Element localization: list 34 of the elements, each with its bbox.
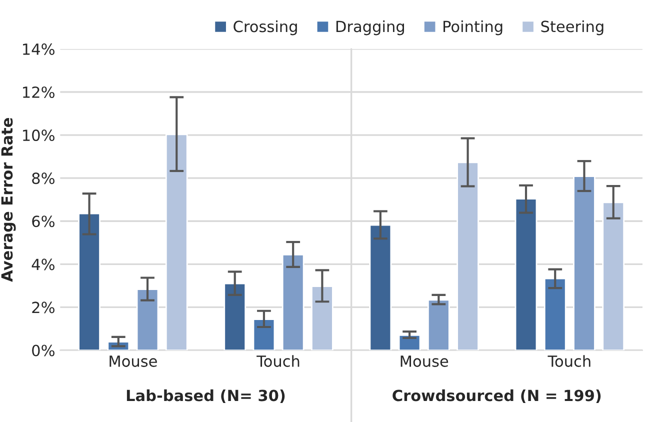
y-tick-label: 12%	[23, 86, 54, 98]
legend-label: Pointing	[444, 20, 502, 36]
y-tick-label: 2%	[32, 302, 54, 314]
y-tick-label: 6%	[32, 216, 54, 228]
bar	[573, 176, 596, 350]
x-tick-label: Mouse	[400, 356, 448, 367]
y-axis-title: Average Error Rate	[1, 118, 16, 282]
bar	[78, 212, 100, 350]
legend-label: Crossing	[234, 20, 297, 36]
y-tick-label: 10%	[23, 130, 54, 142]
bar	[602, 202, 625, 350]
bar	[165, 134, 188, 350]
legend-label: Dragging	[336, 20, 404, 36]
bar	[544, 278, 566, 350]
bar	[224, 282, 246, 350]
bar	[282, 254, 304, 350]
bar	[398, 334, 421, 350]
y-tick-label: 14%	[23, 43, 54, 55]
bar	[369, 224, 392, 350]
x-tick-label: Touch	[548, 355, 590, 367]
bar	[311, 286, 334, 350]
bar	[427, 299, 450, 350]
legend-label: Steering	[541, 20, 604, 36]
bar	[456, 162, 479, 350]
bar	[514, 198, 538, 350]
y-tick-label: 4%	[32, 258, 54, 270]
y-tick-label: 8%	[32, 172, 54, 184]
text: Crowdsourced (N = 199)	[392, 389, 601, 404]
text: Lab-based (N= 30)	[126, 389, 285, 404]
bar	[252, 318, 276, 350]
bar	[136, 288, 159, 350]
y-tick-label: 0%	[32, 344, 54, 356]
x-tick-label: Mouse	[110, 356, 157, 367]
x-tick-label: Touch	[256, 355, 300, 367]
